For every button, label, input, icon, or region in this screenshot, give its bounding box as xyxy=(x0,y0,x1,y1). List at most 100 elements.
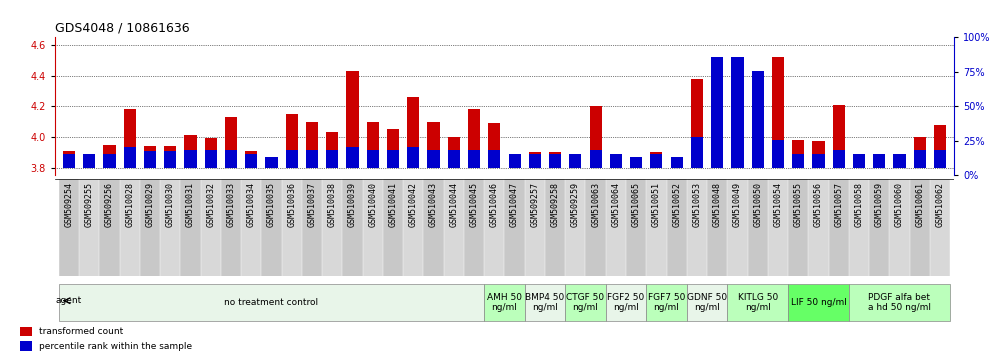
Text: GSM509256: GSM509256 xyxy=(105,182,114,227)
Bar xyxy=(347,71,359,167)
Bar xyxy=(282,179,302,276)
Bar xyxy=(100,179,120,276)
Text: GSM509255: GSM509255 xyxy=(85,182,94,227)
Bar xyxy=(468,109,480,167)
Bar xyxy=(79,179,100,276)
Bar xyxy=(443,179,464,276)
Bar xyxy=(646,284,687,321)
Bar xyxy=(687,179,707,276)
Bar xyxy=(83,154,96,167)
Bar xyxy=(225,117,237,167)
Bar xyxy=(792,154,805,167)
Bar xyxy=(913,137,926,167)
Text: GSM510035: GSM510035 xyxy=(267,182,276,227)
Bar xyxy=(261,179,282,276)
Bar xyxy=(707,179,727,276)
Bar xyxy=(849,179,870,276)
Text: KITLG 50
ng/ml: KITLG 50 ng/ml xyxy=(738,293,778,312)
Bar xyxy=(302,179,322,276)
Text: GSM510032: GSM510032 xyxy=(206,182,215,227)
Bar xyxy=(691,79,703,167)
Bar xyxy=(423,179,443,276)
Text: GSM510029: GSM510029 xyxy=(145,182,154,227)
Text: BMP4 50
ng/ml: BMP4 50 ng/ml xyxy=(525,293,565,312)
Bar xyxy=(143,146,156,167)
Bar xyxy=(913,150,926,167)
Bar xyxy=(930,179,950,276)
Text: GSM510048: GSM510048 xyxy=(713,182,722,227)
Bar xyxy=(468,150,480,167)
Text: GSM510041: GSM510041 xyxy=(388,182,397,227)
Bar xyxy=(205,138,217,167)
Bar xyxy=(934,150,946,167)
Bar xyxy=(488,123,500,167)
Text: GSM510051: GSM510051 xyxy=(652,182,661,227)
Bar xyxy=(727,284,788,321)
Bar xyxy=(772,140,784,167)
Text: LIF 50 ng/ml: LIF 50 ng/ml xyxy=(791,298,847,307)
Text: GSM510053: GSM510053 xyxy=(692,182,701,227)
Bar xyxy=(549,152,561,167)
Text: GDNF 50
ng/ml: GDNF 50 ng/ml xyxy=(687,293,727,312)
Bar xyxy=(626,179,646,276)
Bar xyxy=(687,284,727,321)
Bar xyxy=(387,150,399,167)
Bar xyxy=(570,154,582,167)
Text: GSM510043: GSM510043 xyxy=(429,182,438,227)
Bar xyxy=(752,71,764,167)
Bar xyxy=(448,137,460,167)
Bar xyxy=(139,179,160,276)
Bar xyxy=(646,179,666,276)
Text: FGF2 50
ng/ml: FGF2 50 ng/ml xyxy=(608,293,644,312)
Bar xyxy=(525,179,545,276)
Bar xyxy=(606,284,646,321)
Text: percentile rank within the sample: percentile rank within the sample xyxy=(40,342,192,350)
Text: GSM510064: GSM510064 xyxy=(612,182,621,227)
Bar xyxy=(566,284,606,321)
Bar xyxy=(670,156,682,167)
Bar xyxy=(427,150,439,167)
Bar xyxy=(670,161,682,167)
Text: GSM510063: GSM510063 xyxy=(592,182,601,227)
Bar xyxy=(266,165,278,167)
Text: GSM510039: GSM510039 xyxy=(348,182,357,227)
Text: agent: agent xyxy=(55,296,82,305)
Bar xyxy=(387,129,399,167)
Bar xyxy=(124,147,135,167)
Bar xyxy=(63,154,75,167)
Bar xyxy=(504,179,525,276)
Bar xyxy=(367,150,378,167)
Bar xyxy=(752,123,764,167)
Text: GSM509258: GSM509258 xyxy=(551,182,560,227)
Bar xyxy=(529,152,541,167)
Bar xyxy=(225,150,237,167)
Bar xyxy=(934,125,946,167)
Text: GSM510058: GSM510058 xyxy=(855,182,864,227)
Text: GSM510038: GSM510038 xyxy=(328,182,337,227)
Text: GSM510037: GSM510037 xyxy=(308,182,317,227)
Bar xyxy=(63,151,75,167)
Bar xyxy=(160,179,180,276)
Bar xyxy=(809,179,829,276)
Bar xyxy=(245,151,257,167)
Bar xyxy=(731,57,743,167)
Bar xyxy=(853,154,866,167)
Bar xyxy=(833,150,845,167)
Bar xyxy=(180,179,200,276)
Bar xyxy=(347,147,359,167)
Bar xyxy=(893,154,905,167)
Text: GSM510047: GSM510047 xyxy=(510,182,519,227)
Bar xyxy=(59,179,79,276)
Bar xyxy=(813,154,825,167)
Bar xyxy=(509,157,521,167)
Bar xyxy=(833,105,845,167)
Text: GSM510049: GSM510049 xyxy=(733,182,742,227)
Bar xyxy=(245,154,257,167)
Bar xyxy=(731,121,743,167)
Bar xyxy=(407,97,419,167)
Text: GSM510036: GSM510036 xyxy=(287,182,296,227)
Text: GSM510062: GSM510062 xyxy=(935,182,944,227)
Bar xyxy=(829,179,849,276)
Bar xyxy=(727,179,748,276)
Text: GSM510060: GSM510060 xyxy=(895,182,904,227)
